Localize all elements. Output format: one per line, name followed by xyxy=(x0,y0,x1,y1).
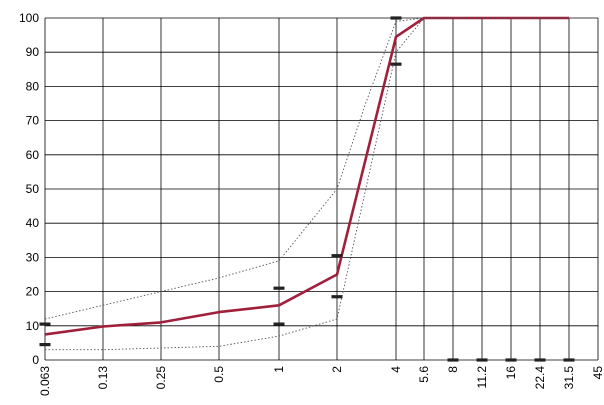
upper-envelope-line xyxy=(44,17,569,320)
series-group xyxy=(44,16,569,351)
limit-marker xyxy=(331,295,343,299)
y-tick-label: 60 xyxy=(26,148,40,162)
grading-curve-line xyxy=(44,16,569,336)
limit-marker xyxy=(390,62,402,66)
x-tick-label: 2 xyxy=(330,366,344,373)
limit-marker xyxy=(273,322,285,326)
y-axis-ticks: 0 10 20 30 40 50 60 70 80 90 100 xyxy=(19,11,39,367)
y-tick-label: 90 xyxy=(26,45,40,59)
x-tick-label: 31.5 xyxy=(562,366,576,390)
limit-markers xyxy=(39,16,575,362)
limit-marker xyxy=(39,343,51,347)
limit-marker xyxy=(273,286,285,290)
limit-marker xyxy=(390,16,402,20)
y-tick-label: 0 xyxy=(32,353,39,367)
x-tick-label: 8 xyxy=(446,366,460,373)
x-tick-label: 16 xyxy=(504,366,518,380)
lower-envelope-line xyxy=(45,17,569,351)
x-tick-label: 45 xyxy=(591,366,604,380)
limit-marker xyxy=(563,358,575,362)
x-tick-label: 0.13 xyxy=(96,366,110,390)
x-tick-label: 0.5 xyxy=(212,366,226,383)
x-axis-ticks: 0.063 0.13 0.25 0.5 1 2 4 5.6 8 11.2 16 22.4 31.5 45 xyxy=(38,366,604,396)
x-tick-label: 4 xyxy=(389,366,403,373)
x-tick-label: 22.4 xyxy=(533,366,547,390)
y-tick-label: 100 xyxy=(19,11,39,25)
x-tick-label: 11.2 xyxy=(475,366,489,389)
y-tick-label: 80 xyxy=(26,79,40,93)
y-tick-label: 50 xyxy=(26,182,40,196)
y-tick-label: 40 xyxy=(26,216,40,230)
grid-lines xyxy=(44,17,599,361)
limit-marker xyxy=(331,254,343,258)
limit-marker xyxy=(534,358,546,362)
x-tick-label: 0.063 xyxy=(38,366,52,396)
x-tick-label: 0.25 xyxy=(154,366,168,390)
y-tick-label: 70 xyxy=(26,114,40,128)
y-tick-label: 10 xyxy=(26,319,40,333)
x-tick-label: 5.6 xyxy=(417,366,431,383)
limit-marker xyxy=(505,358,517,362)
y-tick-label: 30 xyxy=(26,250,40,264)
limit-marker xyxy=(39,322,51,326)
limit-marker xyxy=(476,358,488,362)
y-tick-label: 20 xyxy=(26,285,40,299)
x-tick-label: 1 xyxy=(272,366,286,373)
limit-marker xyxy=(447,358,459,362)
